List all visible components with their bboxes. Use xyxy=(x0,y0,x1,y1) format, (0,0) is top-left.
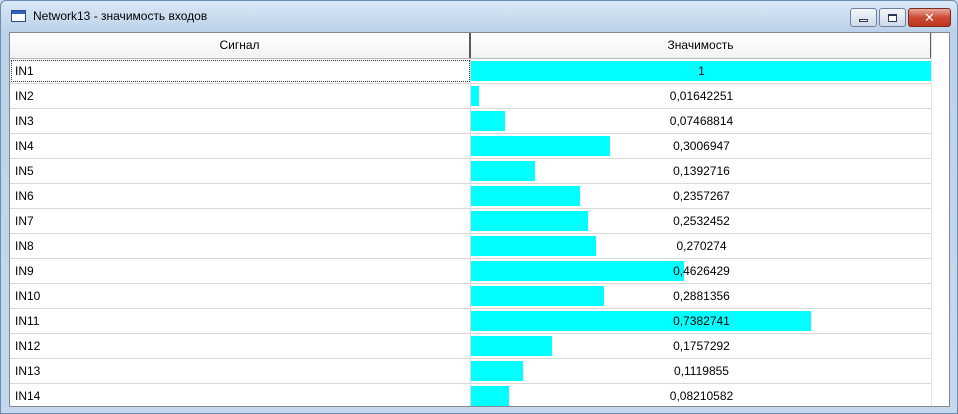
signal-cell[interactable]: IN1 xyxy=(10,59,471,83)
grid-rows: IN1 1 IN2 0,01642251 IN3 0,07468814 IN4 0,30069… xyxy=(10,59,932,406)
importance-value: 0,2532452 xyxy=(673,214,730,228)
importance-value: 1 xyxy=(698,64,705,78)
importance-cell[interactable]: 0,07468814 xyxy=(471,109,932,133)
table-row[interactable]: IN10 0,2881356 xyxy=(10,284,932,309)
importance-bar xyxy=(471,86,479,106)
title-bar[interactable]: Network13 - значимость входов ✕ xyxy=(1,1,957,33)
signal-cell[interactable]: IN8 xyxy=(10,234,471,258)
close-button[interactable]: ✕ xyxy=(908,8,951,27)
importance-bar xyxy=(471,136,610,156)
importance-cell[interactable]: 1 xyxy=(471,59,932,83)
table-row[interactable]: IN9 0,4626429 xyxy=(10,259,932,284)
importance-cell[interactable]: 0,270274 xyxy=(471,234,932,258)
signal-cell[interactable]: IN14 xyxy=(10,384,471,406)
importance-cell[interactable]: 0,2881356 xyxy=(471,284,932,308)
importance-value: 0,7382741 xyxy=(673,314,730,328)
importance-grid[interactable]: Сигнал Значимость IN1 1 IN2 0,01642251 IN3 0,… xyxy=(9,32,950,407)
maximize-button[interactable] xyxy=(879,8,906,27)
importance-cell[interactable]: 0,01642251 xyxy=(471,84,932,108)
importance-bar xyxy=(471,61,932,81)
importance-bar xyxy=(471,261,684,281)
importance-cell[interactable]: 0,2532452 xyxy=(471,209,932,233)
importance-value: 0,2881356 xyxy=(673,289,730,303)
close-icon: ✕ xyxy=(924,9,935,25)
importance-cell[interactable]: 0,08210582 xyxy=(471,384,932,406)
signal-cell[interactable]: IN2 xyxy=(10,84,471,108)
importance-cell[interactable]: 0,1757292 xyxy=(471,334,932,358)
table-row[interactable]: IN7 0,2532452 xyxy=(10,209,932,234)
vertical-scrollbar[interactable] xyxy=(931,33,949,406)
importance-bar xyxy=(471,186,580,206)
minimize-icon xyxy=(859,19,868,22)
grid-header: Сигнал Значимость xyxy=(10,33,932,59)
importance-bar xyxy=(471,236,596,256)
signal-cell[interactable]: IN12 xyxy=(10,334,471,358)
table-row[interactable]: IN5 0,1392716 xyxy=(10,159,932,184)
importance-value: 0,1392716 xyxy=(673,164,730,178)
importance-cell[interactable]: 0,2357267 xyxy=(471,184,932,208)
signal-cell[interactable]: IN4 xyxy=(10,134,471,158)
signal-cell[interactable]: IN13 xyxy=(10,359,471,383)
column-header-importance[interactable]: Значимость xyxy=(471,33,932,58)
table-row[interactable]: IN6 0,2357267 xyxy=(10,184,932,209)
table-row[interactable]: IN4 0,3006947 xyxy=(10,134,932,159)
table-row[interactable]: IN12 0,1757292 xyxy=(10,334,932,359)
importance-bar xyxy=(471,211,588,231)
table-row[interactable]: IN13 0,1119855 xyxy=(10,359,932,384)
signal-cell[interactable]: IN5 xyxy=(10,159,471,183)
importance-bar xyxy=(471,111,505,131)
signal-cell[interactable]: IN10 xyxy=(10,284,471,308)
importance-value: 0,1119855 xyxy=(674,364,729,378)
window-title: Network13 - значимость входов xyxy=(33,9,208,23)
signal-cell[interactable]: IN9 xyxy=(10,259,471,283)
importance-bar xyxy=(471,311,811,331)
window-icon[interactable] xyxy=(11,10,26,22)
importance-cell[interactable]: 0,7382741 xyxy=(471,309,932,333)
importance-value: 0,01642251 xyxy=(669,89,734,103)
importance-value: 0,1757292 xyxy=(673,339,730,353)
importance-cell[interactable]: 0,1392716 xyxy=(471,159,932,183)
importance-value: 0,4626429 xyxy=(673,264,730,278)
table-row[interactable]: IN8 0,270274 xyxy=(10,234,932,259)
importance-value: 0,08210582 xyxy=(669,389,734,403)
minimize-button[interactable] xyxy=(850,8,877,27)
signal-cell[interactable]: IN3 xyxy=(10,109,471,133)
table-row[interactable]: IN11 0,7382741 xyxy=(10,309,932,334)
table-row[interactable]: IN3 0,07468814 xyxy=(10,109,932,134)
maximize-icon xyxy=(888,13,897,22)
table-row[interactable]: IN14 0,08210582 xyxy=(10,384,932,406)
importance-bar xyxy=(471,361,523,381)
importance-value: 0,2357267 xyxy=(673,189,730,203)
importance-cell[interactable]: 0,3006947 xyxy=(471,134,932,158)
importance-value: 0,3006947 xyxy=(673,139,730,153)
importance-bar xyxy=(471,161,535,181)
importance-value: 0,270274 xyxy=(676,239,727,253)
importance-bar xyxy=(471,286,604,306)
table-row[interactable]: IN1 1 xyxy=(10,59,932,84)
column-header-signal[interactable]: Сигнал xyxy=(10,33,471,58)
importance-cell[interactable]: 0,4626429 xyxy=(471,259,932,283)
importance-cell[interactable]: 0,1119855 xyxy=(471,359,932,383)
signal-cell[interactable]: IN11 xyxy=(10,309,471,333)
signal-cell[interactable]: IN7 xyxy=(10,209,471,233)
importance-bar xyxy=(471,386,509,406)
signal-cell[interactable]: IN6 xyxy=(10,184,471,208)
table-row[interactable]: IN2 0,01642251 xyxy=(10,84,932,109)
importance-value: 0,07468814 xyxy=(669,114,734,128)
importance-bar xyxy=(471,336,552,356)
